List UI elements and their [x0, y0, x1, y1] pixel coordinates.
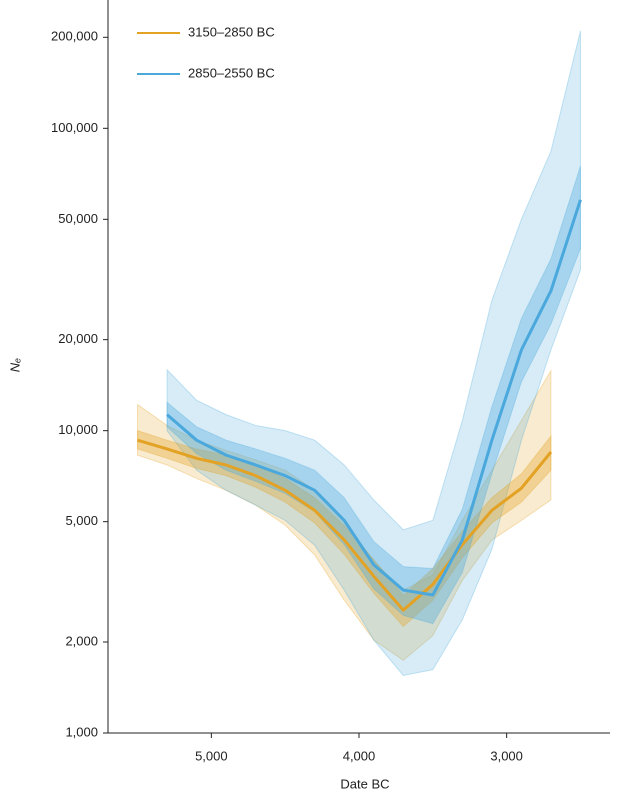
outer-band: [166, 30, 581, 677]
y-tick-label: 10,000: [58, 422, 98, 437]
legend-label: 3150–2850 BC: [188, 24, 275, 39]
y-tick-label: 5,000: [65, 513, 98, 528]
x-tick-label: 5,000: [195, 748, 228, 763]
y-tick-label: 200,000: [51, 29, 98, 44]
inner-band: [166, 165, 581, 625]
legend-label: 2850–2550 BC: [188, 65, 275, 80]
x-tick-label: 4,000: [343, 748, 376, 763]
y-tick-label: 1,000: [65, 724, 98, 739]
x-tick-label: 3,000: [490, 748, 523, 763]
inner-band: [137, 429, 552, 628]
median-line: [166, 199, 582, 597]
y-tick-label: 2,000: [65, 633, 98, 648]
median-line: [137, 438, 553, 612]
y-tick-label: 100,000: [51, 120, 98, 135]
outer-band: [137, 368, 552, 661]
x-axis-label: Date BC: [340, 776, 389, 791]
y-tick-label: 50,000: [58, 211, 98, 226]
y-axis-label: Nₑ: [7, 358, 22, 372]
y-tick-label: 20,000: [58, 331, 98, 346]
